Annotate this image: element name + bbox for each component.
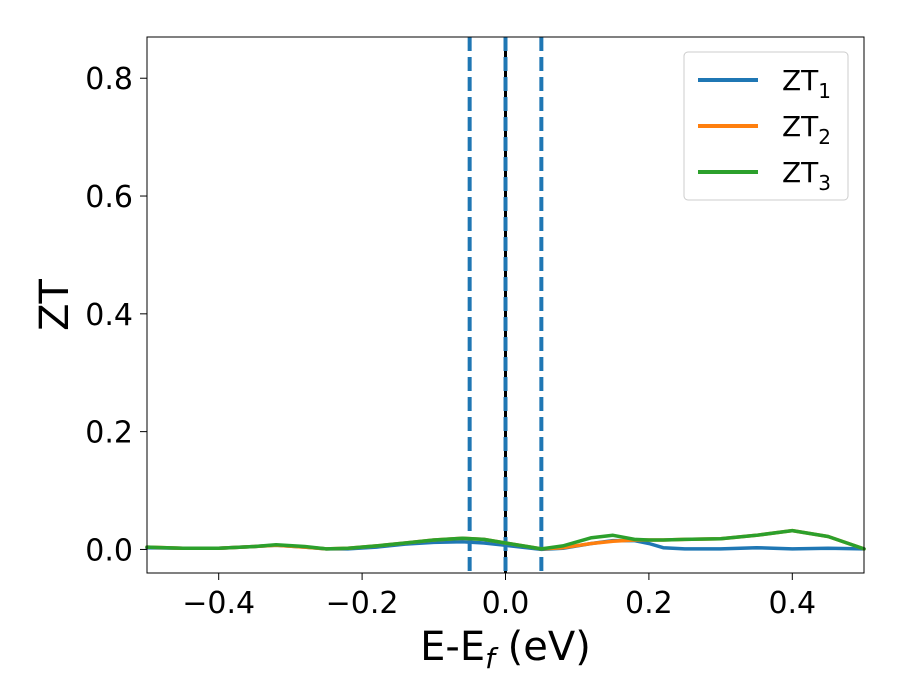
y-axis-ticks: 0.0 0.2 0.4 0.6 0.8 <box>85 62 147 568</box>
legend-box <box>683 51 849 201</box>
series-line-3 <box>145 528 866 551</box>
reference-lines <box>467 37 544 573</box>
legend-label-main: ZT <box>782 156 819 189</box>
legend-label-main: ZT <box>782 110 819 143</box>
y-tick-label: 0.2 <box>85 416 133 451</box>
x-tick-label: −0.2 <box>326 586 399 621</box>
legend-label-1: ZT1 <box>782 64 831 103</box>
legend-label-subscript: 2 <box>818 125 831 149</box>
x-axis-label-main: E-E <box>420 624 485 670</box>
legend-label-3: ZT3 <box>782 156 831 195</box>
series-lines <box>145 528 866 552</box>
y-tick-label: 0.0 <box>85 533 133 568</box>
x-tick-label: −0.4 <box>182 586 255 621</box>
y-tick-label: 0.6 <box>85 180 133 215</box>
legend-label-main: ZT <box>782 64 819 97</box>
x-tick-label: 0.4 <box>768 586 816 621</box>
x-axis-label: E-Ef (eV) <box>420 624 591 675</box>
legend-label-2: ZT2 <box>782 110 831 149</box>
legend-label-subscript: 1 <box>818 79 831 103</box>
x-axis-ticks: −0.4 −0.2 0.0 0.2 0.4 <box>182 573 816 621</box>
y-tick-label: 0.8 <box>85 62 133 97</box>
y-axis-label: ZT <box>32 279 78 331</box>
x-axis-label-unit: (eV) <box>495 624 591 670</box>
y-tick-label: 0.4 <box>85 298 133 333</box>
x-tick-label: 0.0 <box>482 586 530 621</box>
x-tick-label: 0.2 <box>625 586 673 621</box>
legend-label-subscript: 3 <box>818 171 831 195</box>
